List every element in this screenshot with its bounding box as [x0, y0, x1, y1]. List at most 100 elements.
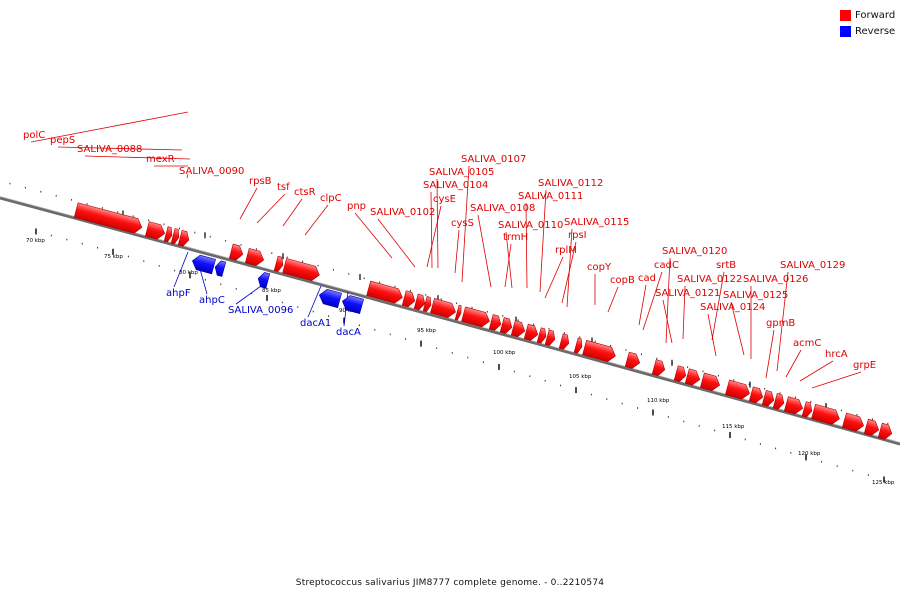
gene-SALIVA_0088-forward[interactable]	[163, 226, 174, 243]
gene-label-hrcA: hrcA	[825, 349, 848, 360]
gene-label-cadC: cadC	[654, 260, 679, 271]
gene-SALIVA_0121-forward[interactable]	[699, 372, 721, 392]
gene-SALIVA_0096-reverse[interactable]	[256, 271, 271, 289]
gene-label-pnp: pnp	[347, 201, 366, 212]
gene-cysS-forward[interactable]	[454, 304, 463, 321]
gene-clpC-forward[interactable]	[282, 258, 322, 282]
gene-SALIVA_0112-forward[interactable]	[536, 327, 548, 344]
gene-label-gpmB: gpmB	[766, 318, 795, 329]
leader-hrcA	[799, 360, 834, 382]
backbone-line	[0, 196, 900, 446]
leader-acmC	[785, 349, 802, 378]
leader-cadC	[642, 271, 663, 331]
leader-SALIVA_0111	[525, 202, 528, 289]
leader-clpC	[304, 204, 329, 236]
leader-SALIVA_0115	[566, 228, 573, 308]
gene-ahpF-reverse[interactable]	[190, 254, 216, 275]
gene-srtB-forward[interactable]	[748, 386, 765, 405]
gene-tsf-forward[interactable]	[244, 247, 265, 267]
leader-gpmB	[765, 329, 775, 379]
gene-copY-forward[interactable]	[582, 339, 618, 363]
leader-SALIVA_0102	[377, 218, 416, 268]
leader-SALIVA_0090	[186, 173, 189, 179]
gene-SALIVA_0111-forward[interactable]	[523, 323, 540, 342]
scale-tick-label: 80 kbp	[179, 270, 198, 276]
gene-grpE-forward[interactable]	[877, 422, 894, 441]
gene-cad-forward[interactable]	[651, 359, 667, 377]
gene-label-dacA1: dacA1	[300, 318, 331, 329]
legend-reverse: Reverse	[840, 25, 895, 37]
gene-SALIVA_0090-forward[interactable]	[177, 230, 191, 247]
gene-acmC-forward[interactable]	[841, 412, 865, 433]
gene-label-cysS: cysS	[451, 218, 474, 229]
gene-ahpC-reverse[interactable]	[213, 260, 227, 277]
gene-SALIVA_0126-forward[interactable]	[783, 396, 804, 416]
gene-gpmB-forward[interactable]	[801, 401, 814, 419]
gene-label-cysE: cysE	[433, 194, 456, 205]
gene-dacA1-reverse[interactable]	[317, 288, 342, 309]
gene-label-SALIVA_0107: SALIVA_0107	[461, 154, 526, 165]
gene-SALIVA_0122-forward[interactable]	[725, 379, 751, 401]
leader-copB	[607, 286, 619, 313]
gene-label-rpsI: rpsI	[568, 230, 587, 241]
gene-dacA-reverse[interactable]	[340, 294, 364, 315]
leader-SALIVA_0120	[665, 257, 671, 344]
gene-trmH-forward[interactable]	[499, 317, 514, 335]
gene-hrcA-forward[interactable]	[863, 418, 881, 437]
legend-reverse-label: Reverse	[855, 25, 896, 37]
gene-copB-forward[interactable]	[624, 351, 642, 370]
gene-track	[73, 202, 894, 441]
legend-reverse-swatch	[840, 25, 851, 37]
gene-rpsI-forward[interactable]	[558, 333, 571, 351]
leader-SALIVA_0104	[430, 191, 433, 269]
gene-SALIVA_0125-forward[interactable]	[772, 393, 786, 410]
gene-rplM-forward[interactable]	[544, 329, 557, 347]
legend-forward: Forward	[840, 9, 895, 21]
leader-SALIVA_0105	[436, 178, 439, 269]
gene-polC-forward[interactable]	[73, 202, 144, 235]
gene-pnp-forward[interactable]	[366, 280, 405, 305]
leader-SALIVA_0108	[477, 214, 492, 288]
gene-SALIVA_0108-forward[interactable]	[488, 314, 503, 332]
gene-SALIVA_0102-forward[interactable]	[401, 290, 417, 308]
leader-tsf	[256, 193, 286, 224]
gene-SALIVA_0104-forward[interactable]	[422, 296, 433, 313]
gene-SALIVA_0115-forward[interactable]	[573, 337, 584, 354]
scale-tick-label: 100 kbp	[493, 350, 516, 356]
gene-label-clpC: clpC	[320, 193, 342, 204]
leader-polC	[30, 111, 189, 143]
gene-label-SALIVA_0096: SALIVA_0096	[228, 305, 293, 316]
legend-forward-label: Forward	[855, 9, 896, 21]
gene-label-SALIVA_0126: SALIVA_0126	[743, 274, 808, 285]
gene-label-ahpC: ahpC	[199, 295, 225, 306]
leader-SALIVA_0112	[539, 189, 547, 293]
gene-cadC-forward[interactable]	[673, 365, 688, 383]
gene-label-SALIVA_0090: SALIVA_0090	[179, 166, 244, 177]
gene-label-mexR: mexR	[146, 154, 175, 165]
gene-label-ahpF: ahpF	[166, 288, 191, 299]
gene-SALIVA_0129-forward[interactable]	[811, 403, 841, 426]
gene-SALIVA_0124-forward[interactable]	[761, 390, 776, 407]
label-leader-lines	[30, 111, 862, 389]
gene-rpsB-forward[interactable]	[228, 243, 244, 262]
gene-SALIVA_0105-forward[interactable]	[430, 298, 457, 319]
gene-label-SALIVA_0115: SALIVA_0115	[564, 217, 629, 228]
genome-caption: Streptococcus salivarius JIM8777 complet…	[295, 578, 605, 588]
gene-pepS-forward[interactable]	[145, 221, 166, 241]
leader-SALIVA_0125	[730, 301, 745, 356]
gene-ctsR-forward[interactable]	[273, 255, 285, 272]
gene-SALIVA_0120-forward[interactable]	[684, 368, 702, 387]
scale-tick-label: 110 kbp	[647, 398, 670, 404]
gene-SALIVA_0110-forward[interactable]	[510, 320, 527, 339]
gene-cysE-forward[interactable]	[413, 293, 427, 311]
gene-label-srtB: srtB	[716, 260, 736, 271]
leader-SALIVA_0122	[682, 285, 686, 340]
leader-SALIVA_0129	[776, 271, 789, 372]
leader-ahpF	[173, 251, 189, 288]
gene-label-SALIVA_0088: SALIVA_0088	[77, 144, 142, 155]
leader-pepS	[57, 146, 183, 151]
gene-mexR-forward[interactable]	[170, 228, 181, 245]
gene-SALIVA_0107-forward[interactable]	[461, 306, 491, 329]
